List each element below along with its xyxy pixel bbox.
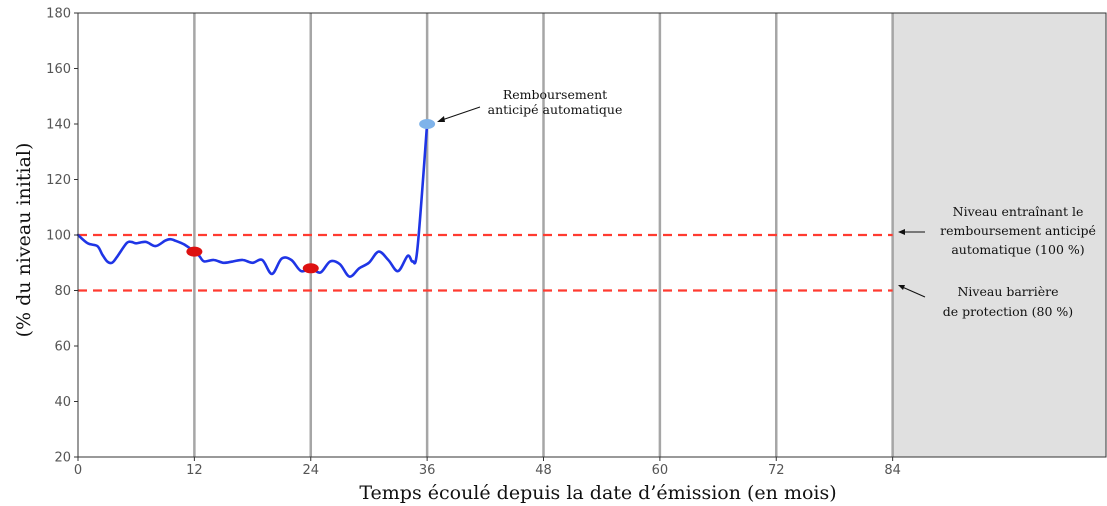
- autocall-annotation-line-1: Remboursement: [503, 87, 607, 102]
- observation-marker-2: [419, 119, 436, 129]
- x-tick-label-1: 12: [186, 463, 203, 478]
- x-tick-label-0: 0: [74, 463, 82, 478]
- x-axis-title: Temps écoulé depuis la date d’émission (…: [359, 482, 836, 504]
- observation-marker-0: [186, 246, 203, 257]
- y-tick-label-6: 140: [46, 118, 71, 133]
- barrier-level-annotation: Niveau barrière de protection (80 %): [898, 284, 1073, 319]
- y-tick-label-8: 180: [46, 7, 71, 22]
- x-tick-label-3: 36: [419, 463, 436, 478]
- barrier-arrowhead-icon: [898, 285, 905, 290]
- trigger-arrowhead-icon: [898, 229, 905, 235]
- y-axis-title: (% du niveau initial): [13, 143, 35, 338]
- autocall-annotation: Remboursement anticipé automatique: [437, 87, 622, 122]
- y-tick-label-4: 100: [46, 229, 71, 244]
- barrier-annotation-line-2: de protection (80 %): [943, 304, 1073, 319]
- barrier-annotation-line-1: Niveau barrière: [957, 284, 1058, 299]
- post-maturity-shaded-region: [892, 13, 1106, 457]
- barrier-arrow: [899, 285, 926, 298]
- y-tick-label-5: 120: [46, 173, 71, 188]
- observation-marker-1: [302, 263, 319, 274]
- autocall-arrowhead-icon: [437, 116, 445, 122]
- x-tick-label-4: 48: [535, 463, 552, 478]
- x-tick-label-2: 24: [302, 463, 319, 478]
- y-tick-label-3: 80: [54, 284, 71, 299]
- x-tick-label-6: 72: [768, 463, 785, 478]
- series-line: [76, 122, 429, 278]
- observation-markers: [186, 119, 436, 274]
- x-tick-label-5: 60: [652, 463, 669, 478]
- trigger-annotation-line-3: automatique (100 %): [951, 242, 1084, 257]
- trigger-annotation-line-1: Niveau entraînant le: [953, 204, 1084, 219]
- trigger-level-annotation: Niveau entraînant le remboursement antic…: [898, 204, 1096, 257]
- reference-lines: [78, 233, 893, 292]
- x-axis-ticks: 0 12 24 36 48 60 72 84: [74, 457, 901, 478]
- trigger-annotation-line-2: remboursement anticipé: [940, 223, 1096, 238]
- y-tick-label-7: 160: [46, 62, 71, 77]
- y-tick-label-1: 40: [54, 395, 71, 410]
- y-tick-label-2: 60: [54, 340, 71, 355]
- y-axis-ticks: 20 40 60 80 100 120 140 160 180: [46, 7, 78, 466]
- autocall-annotation-line-2: anticipé automatique: [488, 102, 623, 117]
- y-tick-label-0: 20: [54, 451, 71, 466]
- x-tick-label-7: 84: [884, 463, 901, 478]
- autocall-arrow: [438, 106, 481, 122]
